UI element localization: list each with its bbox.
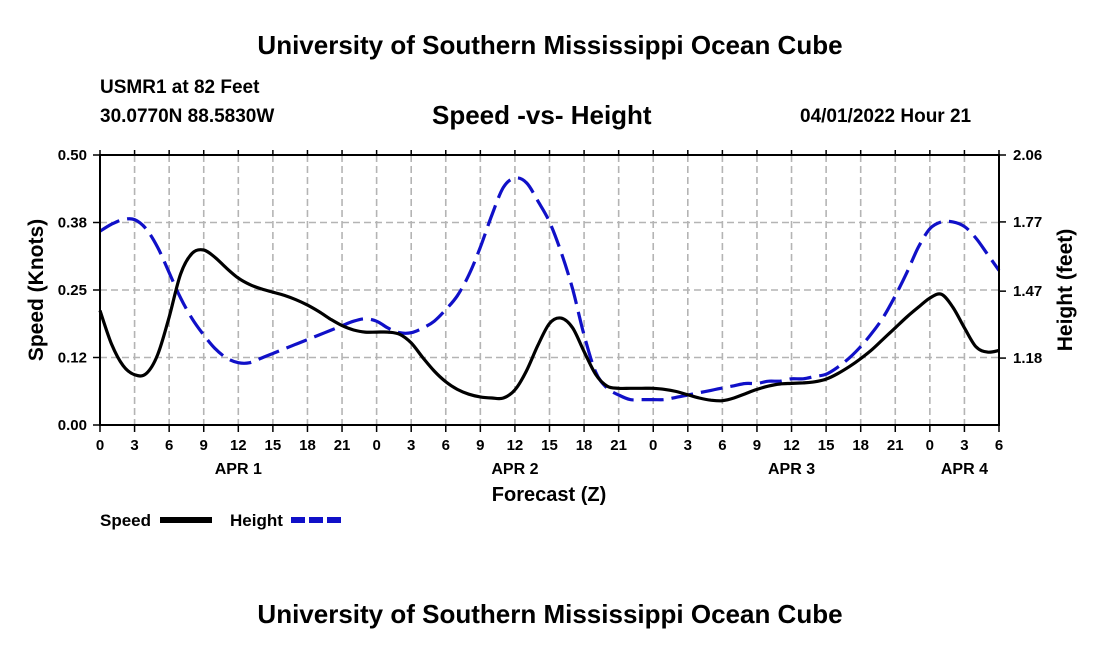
x-tick-label: 3 — [960, 437, 968, 454]
x-tick-label: 9 — [476, 437, 484, 454]
x-axis-label: Forecast (Z) — [492, 484, 606, 506]
x-tick-label: 0 — [372, 437, 380, 454]
legend-label-height: Height — [230, 511, 283, 530]
x-tick-label: 9 — [200, 437, 208, 454]
y-tick-label: 0.00 — [58, 417, 87, 434]
x-tick-label: 6 — [165, 437, 173, 454]
y2-tick-label: 1.77 — [1013, 214, 1042, 231]
speed-series-line — [98, 248, 1000, 403]
legend-label-speed: Speed — [100, 511, 151, 530]
axes: 0 3 6 9 12 15 18 21 0 3 6 9 12 15 18 21 0 3 6 9 12 15 18 21 0 3 6 0… — [58, 147, 1042, 478]
y2-tick-label: 2.06 — [1013, 147, 1042, 164]
day-label: APR 3 — [768, 461, 815, 478]
y2-tick-label: 1.47 — [1013, 283, 1042, 300]
x-tick-label: 15 — [265, 437, 282, 454]
x-tick-label: 3 — [130, 437, 138, 454]
x-tick-label: 9 — [753, 437, 761, 454]
y-tick-label: 0.38 — [58, 215, 87, 232]
x-tick-label: 0 — [649, 437, 657, 454]
chart-title: Speed -vs- Height — [432, 100, 652, 130]
x-tick-label: 15 — [818, 437, 835, 454]
speed-height-chart: 0 3 6 9 12 15 18 21 0 3 6 9 12 15 18 21 0 3 6 9 12 15 18 21 0 3 6 0… — [25, 147, 1077, 530]
x-tick-label: 12 — [230, 437, 247, 454]
x-tick-label: 6 — [718, 437, 726, 454]
y-tick-label: 0.12 — [58, 350, 87, 367]
footer-title: University of Southern Mississippi Ocean… — [257, 599, 843, 629]
height-series-line — [99, 176, 1001, 402]
x-tick-label: 12 — [783, 437, 800, 454]
y2-axis-label: Height (feet) — [1054, 229, 1077, 352]
x-tick-label: 21 — [887, 437, 904, 454]
x-tick-label: 6 — [995, 437, 1003, 454]
x-tick-label: 3 — [684, 437, 692, 454]
x-tick-label: 6 — [442, 437, 450, 454]
x-tick-label: 0 — [96, 437, 104, 454]
day-label: APR 2 — [491, 461, 538, 478]
x-tick-label: 18 — [299, 437, 316, 454]
x-tick-label: 21 — [610, 437, 627, 454]
datetime-label: 04/01/2022 Hour 21 — [800, 106, 972, 127]
coordinates-label: 30.0770N 88.5830W — [100, 106, 275, 127]
x-tick-label: 3 — [407, 437, 415, 454]
x-tick-label: 21 — [334, 437, 351, 454]
series-layer — [98, 176, 1001, 403]
day-label: APR 1 — [215, 461, 262, 478]
x-tick-label: 12 — [507, 437, 524, 454]
legend: Speed Height — [100, 511, 343, 530]
x-tick-label: 15 — [541, 437, 558, 454]
x-tick-label: 18 — [576, 437, 593, 454]
y2-tick-label: 1.18 — [1013, 350, 1042, 367]
y-tick-label: 0.25 — [58, 282, 87, 299]
y-tick-label: 0.50 — [58, 147, 87, 164]
grid — [100, 154, 999, 425]
y-axis-label: Speed (Knots) — [25, 219, 48, 361]
x-tick-label: 0 — [926, 437, 934, 454]
station-label: USMR1 at 82 Feet — [100, 77, 260, 98]
day-label: APR 4 — [941, 461, 988, 478]
page-title: University of Southern Mississippi Ocean… — [257, 30, 843, 60]
x-tick-label: 18 — [852, 437, 869, 454]
